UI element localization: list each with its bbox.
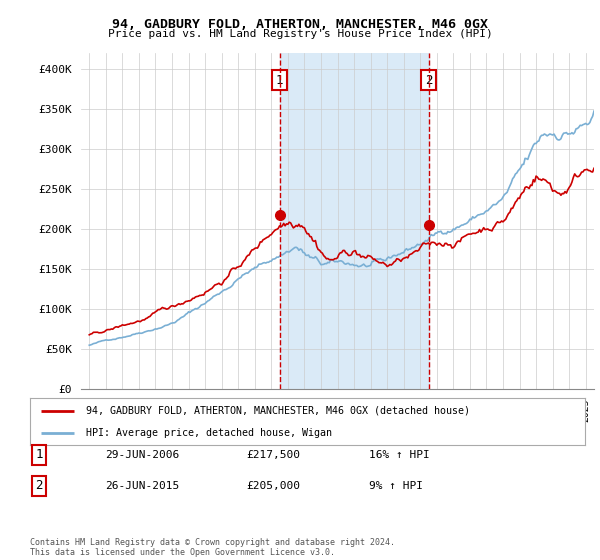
Text: 1: 1: [276, 73, 283, 87]
Text: 94, GADBURY FOLD, ATHERTON, MANCHESTER, M46 0GX: 94, GADBURY FOLD, ATHERTON, MANCHESTER, …: [112, 18, 488, 31]
Text: £217,500: £217,500: [246, 450, 300, 460]
Text: 1: 1: [35, 448, 43, 461]
Text: 9% ↑ HPI: 9% ↑ HPI: [369, 480, 423, 491]
Text: 16% ↑ HPI: 16% ↑ HPI: [369, 450, 430, 460]
Text: 2: 2: [425, 73, 432, 87]
Text: 94, GADBURY FOLD, ATHERTON, MANCHESTER, M46 0GX (detached house): 94, GADBURY FOLD, ATHERTON, MANCHESTER, …: [86, 406, 470, 416]
Text: HPI: Average price, detached house, Wigan: HPI: Average price, detached house, Wiga…: [86, 428, 331, 438]
Bar: [280, 53, 428, 389]
Text: Price paid vs. HM Land Registry's House Price Index (HPI): Price paid vs. HM Land Registry's House …: [107, 29, 493, 39]
Text: 2: 2: [35, 479, 43, 492]
Text: Contains HM Land Registry data © Crown copyright and database right 2024.
This d: Contains HM Land Registry data © Crown c…: [30, 538, 395, 557]
Text: 26-JUN-2015: 26-JUN-2015: [105, 480, 179, 491]
Text: £205,000: £205,000: [246, 480, 300, 491]
Text: 29-JUN-2006: 29-JUN-2006: [105, 450, 179, 460]
